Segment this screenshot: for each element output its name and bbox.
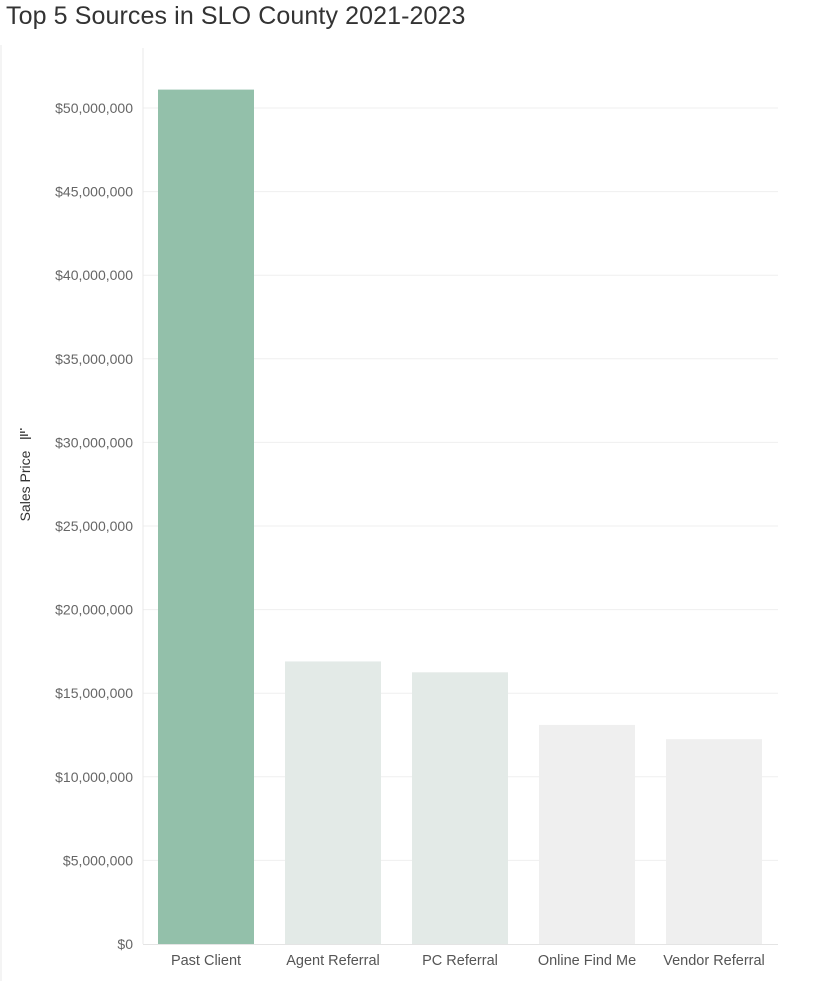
bar-online-find-me[interactable]	[539, 724, 635, 944]
x-category-label: PC Referral	[422, 953, 498, 969]
y-axis-title: Sales Price	[17, 450, 33, 521]
y-tick-label: $0	[117, 936, 133, 952]
y-tick-label: $5,000,000	[63, 852, 133, 868]
x-axis-labels: Past Client Agent Referral PC Referral Onli…	[171, 953, 765, 969]
bar-past-client[interactable]	[158, 89, 254, 944]
y-tick-label: $45,000,000	[55, 184, 133, 200]
y-tick-label: $25,000,000	[55, 518, 133, 534]
axes	[142, 48, 778, 945]
y-tick-label: $40,000,000	[55, 267, 133, 283]
y-tick-label: $50,000,000	[55, 100, 133, 116]
y-tick-label: $30,000,000	[55, 434, 133, 450]
x-category-label: Past Client	[171, 953, 241, 969]
x-category-label: Agent Referral	[286, 953, 380, 969]
y-tick-label: $20,000,000	[55, 602, 133, 618]
y-tick-label: $10,000,000	[55, 769, 133, 785]
bars	[158, 89, 762, 944]
sort-descending-icon[interactable]	[20, 428, 31, 439]
chart-title: Top 5 Sources in SLO County 2021-2023	[6, 2, 466, 30]
y-axis-title-group: Sales Price	[17, 428, 33, 521]
x-category-label: Vendor Referral	[663, 953, 765, 969]
y-axis-ticks: $0 $5,000,000 $10,000,000 $15,000,000 $20,00…	[55, 100, 133, 952]
y-tick-label: $35,000,000	[55, 351, 133, 367]
bar-agent-referral[interactable]	[285, 661, 381, 944]
bar-pc-referral[interactable]	[412, 672, 508, 944]
y-tick-label: $15,000,000	[55, 685, 133, 701]
x-category-label: Online Find Me	[538, 953, 636, 969]
bar-vendor-referral[interactable]	[666, 739, 762, 944]
